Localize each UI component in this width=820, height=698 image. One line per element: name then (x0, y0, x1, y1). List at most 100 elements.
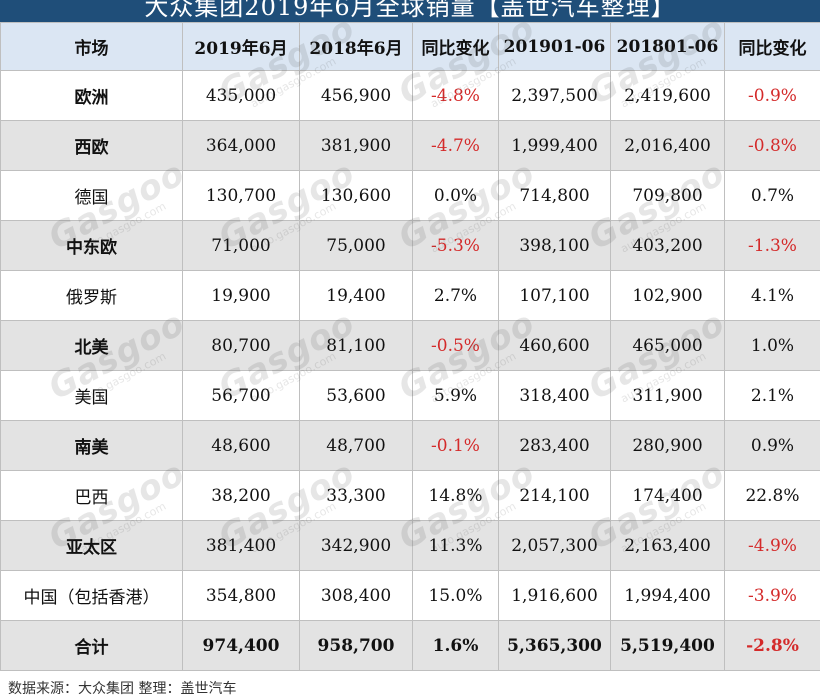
header-h1-2018: 201801-06 (611, 23, 725, 71)
jun-2018-cell: 342,900 (300, 521, 413, 571)
h1-2018-cell: 709,800 (611, 171, 725, 221)
market-cell: 俄罗斯 (1, 271, 183, 321)
yoy-h1-cell: 0.7% (725, 171, 820, 221)
page-title: 大众集团2019年6月全球销量【盖世汽车整理】 (0, 0, 820, 22)
h1-2018-cell: 403,200 (611, 221, 725, 271)
h1-2019-cell: 2,057,300 (499, 521, 611, 571)
h1-2019-cell: 5,365,300 (499, 621, 611, 671)
yoy-month-cell: -5.3% (413, 221, 499, 271)
header-h1-2019: 201901-06 (499, 23, 611, 71)
h1-2019-cell: 1,999,400 (499, 121, 611, 171)
yoy-h1-cell: -3.9% (725, 571, 820, 621)
market-cell: 德国 (1, 171, 183, 221)
yoy-month-cell: -0.1% (413, 421, 499, 471)
h1-2019-cell: 398,100 (499, 221, 611, 271)
header-yoy-month: 同比变化 (413, 23, 499, 71)
jun-2019-cell: 71,000 (183, 221, 300, 271)
h1-2019-cell: 2,397,500 (499, 71, 611, 121)
jun-2018-cell: 33,300 (300, 471, 413, 521)
h1-2018-cell: 280,900 (611, 421, 725, 471)
jun-2019-cell: 38,200 (183, 471, 300, 521)
jun-2018-cell: 381,900 (300, 121, 413, 171)
jun-2018-cell: 81,100 (300, 321, 413, 371)
jun-2019-cell: 130,700 (183, 171, 300, 221)
header-jun-2018: 2018年6月 (300, 23, 413, 71)
yoy-h1-cell: 22.8% (725, 471, 820, 521)
market-cell: 欧洲 (1, 71, 183, 121)
jun-2019-cell: 364,000 (183, 121, 300, 171)
market-cell: 中国（包括香港） (1, 571, 183, 621)
h1-2019-cell: 318,400 (499, 371, 611, 421)
yoy-h1-cell: -0.9% (725, 71, 820, 121)
market-cell: 亚太区 (1, 521, 183, 571)
jun-2019-cell: 80,700 (183, 321, 300, 371)
sales-table: 市场 2019年6月 2018年6月 同比变化 201901-06 201801… (0, 22, 820, 671)
yoy-month-cell: 11.3% (413, 521, 499, 571)
jun-2018-cell: 48,700 (300, 421, 413, 471)
yoy-h1-cell: 2.1% (725, 371, 820, 421)
h1-2018-cell: 2,163,400 (611, 521, 725, 571)
h1-2018-cell: 2,419,600 (611, 71, 725, 121)
h1-2018-cell: 465,000 (611, 321, 725, 371)
jun-2018-cell: 456,900 (300, 71, 413, 121)
jun-2018-cell: 958,700 (300, 621, 413, 671)
jun-2018-cell: 53,600 (300, 371, 413, 421)
jun-2019-cell: 354,800 (183, 571, 300, 621)
h1-2019-cell: 107,100 (499, 271, 611, 321)
jun-2019-cell: 381,400 (183, 521, 300, 571)
jun-2018-cell: 19,400 (300, 271, 413, 321)
yoy-month-cell: -0.5% (413, 321, 499, 371)
yoy-h1-cell: -0.8% (725, 121, 820, 171)
header-yoy-h1: 同比变化 (725, 23, 820, 71)
yoy-month-cell: -4.7% (413, 121, 499, 171)
h1-2019-cell: 1,916,600 (499, 571, 611, 621)
market-cell: 巴西 (1, 471, 183, 521)
jun-2019-cell: 48,600 (183, 421, 300, 471)
yoy-h1-cell: 0.9% (725, 421, 820, 471)
yoy-month-cell: 15.0% (413, 571, 499, 621)
yoy-month-cell: 5.9% (413, 371, 499, 421)
h1-2018-cell: 311,900 (611, 371, 725, 421)
h1-2018-cell: 102,900 (611, 271, 725, 321)
jun-2018-cell: 130,600 (300, 171, 413, 221)
yoy-h1-cell: 4.1% (725, 271, 820, 321)
yoy-h1-cell: -1.3% (725, 221, 820, 271)
jun-2019-cell: 435,000 (183, 71, 300, 121)
h1-2019-cell: 460,600 (499, 321, 611, 371)
h1-2019-cell: 283,400 (499, 421, 611, 471)
h1-2018-cell: 2,016,400 (611, 121, 725, 171)
market-cell: 美国 (1, 371, 183, 421)
market-cell: 南美 (1, 421, 183, 471)
jun-2019-cell: 19,900 (183, 271, 300, 321)
yoy-month-cell: 2.7% (413, 271, 499, 321)
jun-2018-cell: 75,000 (300, 221, 413, 271)
h1-2019-cell: 214,100 (499, 471, 611, 521)
h1-2019-cell: 714,800 (499, 171, 611, 221)
h1-2018-cell: 1,994,400 (611, 571, 725, 621)
header-row: 市场 2019年6月 2018年6月 同比变化 201901-06 201801… (1, 23, 820, 71)
yoy-month-cell: 0.0% (413, 171, 499, 221)
yoy-h1-cell: -2.8% (725, 621, 820, 671)
title-bar: 大众集团2019年6月全球销量【盖世汽车整理】 (0, 0, 820, 22)
market-cell: 合计 (1, 621, 183, 671)
yoy-month-cell: 14.8% (413, 471, 499, 521)
h1-2018-cell: 5,519,400 (611, 621, 725, 671)
jun-2019-cell: 974,400 (183, 621, 300, 671)
market-cell: 西欧 (1, 121, 183, 171)
header-jun-2019: 2019年6月 (183, 23, 300, 71)
source-note: 数据来源：大众集团 整理：盖世汽车 (8, 678, 236, 698)
yoy-h1-cell: 1.0% (725, 321, 820, 371)
jun-2018-cell: 308,400 (300, 571, 413, 621)
yoy-h1-cell: -4.9% (725, 521, 820, 571)
